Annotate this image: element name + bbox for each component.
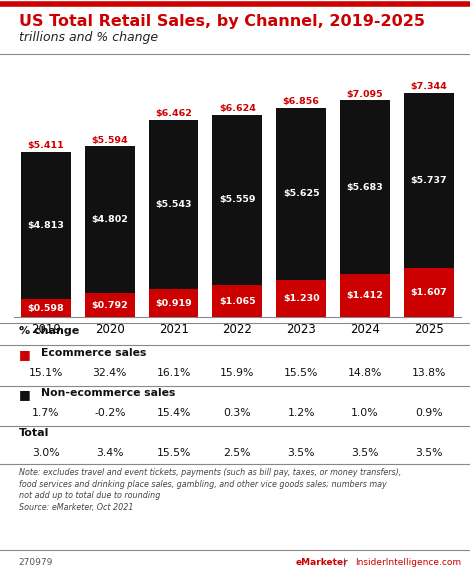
Text: $5.737: $5.737 [410, 176, 447, 185]
Text: 1.7%: 1.7% [32, 408, 60, 418]
Bar [85, 293, 135, 317]
Text: $0.792: $0.792 [91, 301, 128, 310]
Text: $1.412: $1.412 [346, 291, 384, 300]
Text: 3.0%: 3.0% [32, 448, 60, 458]
Text: 15.1%: 15.1% [29, 368, 63, 378]
Text: 0.3%: 0.3% [224, 408, 251, 418]
Text: 16.1%: 16.1% [157, 368, 191, 378]
Bar [404, 268, 454, 317]
Text: 15.9%: 15.9% [220, 368, 255, 378]
Text: $7.344: $7.344 [410, 82, 447, 91]
Bar [276, 108, 326, 280]
Bar [404, 93, 454, 268]
Text: $4.813: $4.813 [28, 221, 64, 230]
Text: 2.5%: 2.5% [224, 448, 251, 458]
Text: 1.0%: 1.0% [351, 408, 379, 418]
Text: Ecommerce sales: Ecommerce sales [41, 348, 147, 358]
Bar [276, 280, 326, 317]
Text: trillions and % change: trillions and % change [19, 31, 158, 45]
Text: 3.5%: 3.5% [415, 448, 442, 458]
Text: 0.9%: 0.9% [415, 408, 443, 418]
Text: $5.559: $5.559 [219, 195, 256, 204]
Bar [149, 289, 198, 317]
Bar [340, 100, 390, 274]
Text: |: | [343, 558, 346, 567]
Text: $0.598: $0.598 [28, 304, 64, 313]
Text: $0.919: $0.919 [155, 299, 192, 308]
Text: $4.802: $4.802 [91, 215, 128, 224]
Bar [149, 120, 198, 289]
Bar [85, 146, 135, 293]
Text: Non-ecommerce sales: Non-ecommerce sales [41, 388, 176, 398]
Text: -0.2%: -0.2% [94, 408, 125, 418]
Text: 270979: 270979 [19, 558, 53, 567]
Bar [212, 285, 262, 317]
Text: ■: ■ [19, 348, 31, 361]
Text: $1.607: $1.607 [410, 288, 447, 297]
Text: $5.411: $5.411 [28, 141, 64, 150]
Text: $7.095: $7.095 [346, 90, 383, 99]
Bar [21, 299, 71, 317]
Text: $6.462: $6.462 [155, 109, 192, 118]
Text: Total: Total [19, 428, 49, 438]
Text: 14.8%: 14.8% [348, 368, 382, 378]
Text: $6.624: $6.624 [219, 104, 256, 113]
Text: 32.4%: 32.4% [93, 368, 127, 378]
Text: $1.230: $1.230 [283, 294, 320, 303]
Text: ■: ■ [19, 388, 31, 401]
Text: % change: % change [19, 326, 79, 336]
Text: InsiderIntelligence.com: InsiderIntelligence.com [355, 558, 461, 567]
Text: $5.625: $5.625 [283, 189, 320, 198]
Bar [21, 152, 71, 299]
Text: $5.543: $5.543 [155, 200, 192, 209]
Text: US Total Retail Sales, by Channel, 2019-2025: US Total Retail Sales, by Channel, 2019-… [19, 14, 425, 29]
Text: 15.5%: 15.5% [284, 368, 318, 378]
Text: $5.683: $5.683 [346, 182, 384, 192]
Text: 1.2%: 1.2% [287, 408, 315, 418]
Bar [212, 114, 262, 285]
Text: 15.4%: 15.4% [157, 408, 191, 418]
Text: Note: excludes travel and event tickets, payments (such as bill pay, taxes, or m: Note: excludes travel and event tickets,… [19, 468, 401, 513]
Text: $5.594: $5.594 [92, 136, 128, 145]
Text: $6.856: $6.856 [282, 97, 320, 106]
Text: eMarketer: eMarketer [296, 558, 349, 567]
Text: 15.5%: 15.5% [157, 448, 191, 458]
Text: 13.8%: 13.8% [412, 368, 446, 378]
Text: $1.065: $1.065 [219, 297, 256, 305]
Text: 3.5%: 3.5% [287, 448, 315, 458]
Text: 3.4%: 3.4% [96, 448, 124, 458]
Bar [340, 274, 390, 317]
Text: 3.5%: 3.5% [351, 448, 379, 458]
